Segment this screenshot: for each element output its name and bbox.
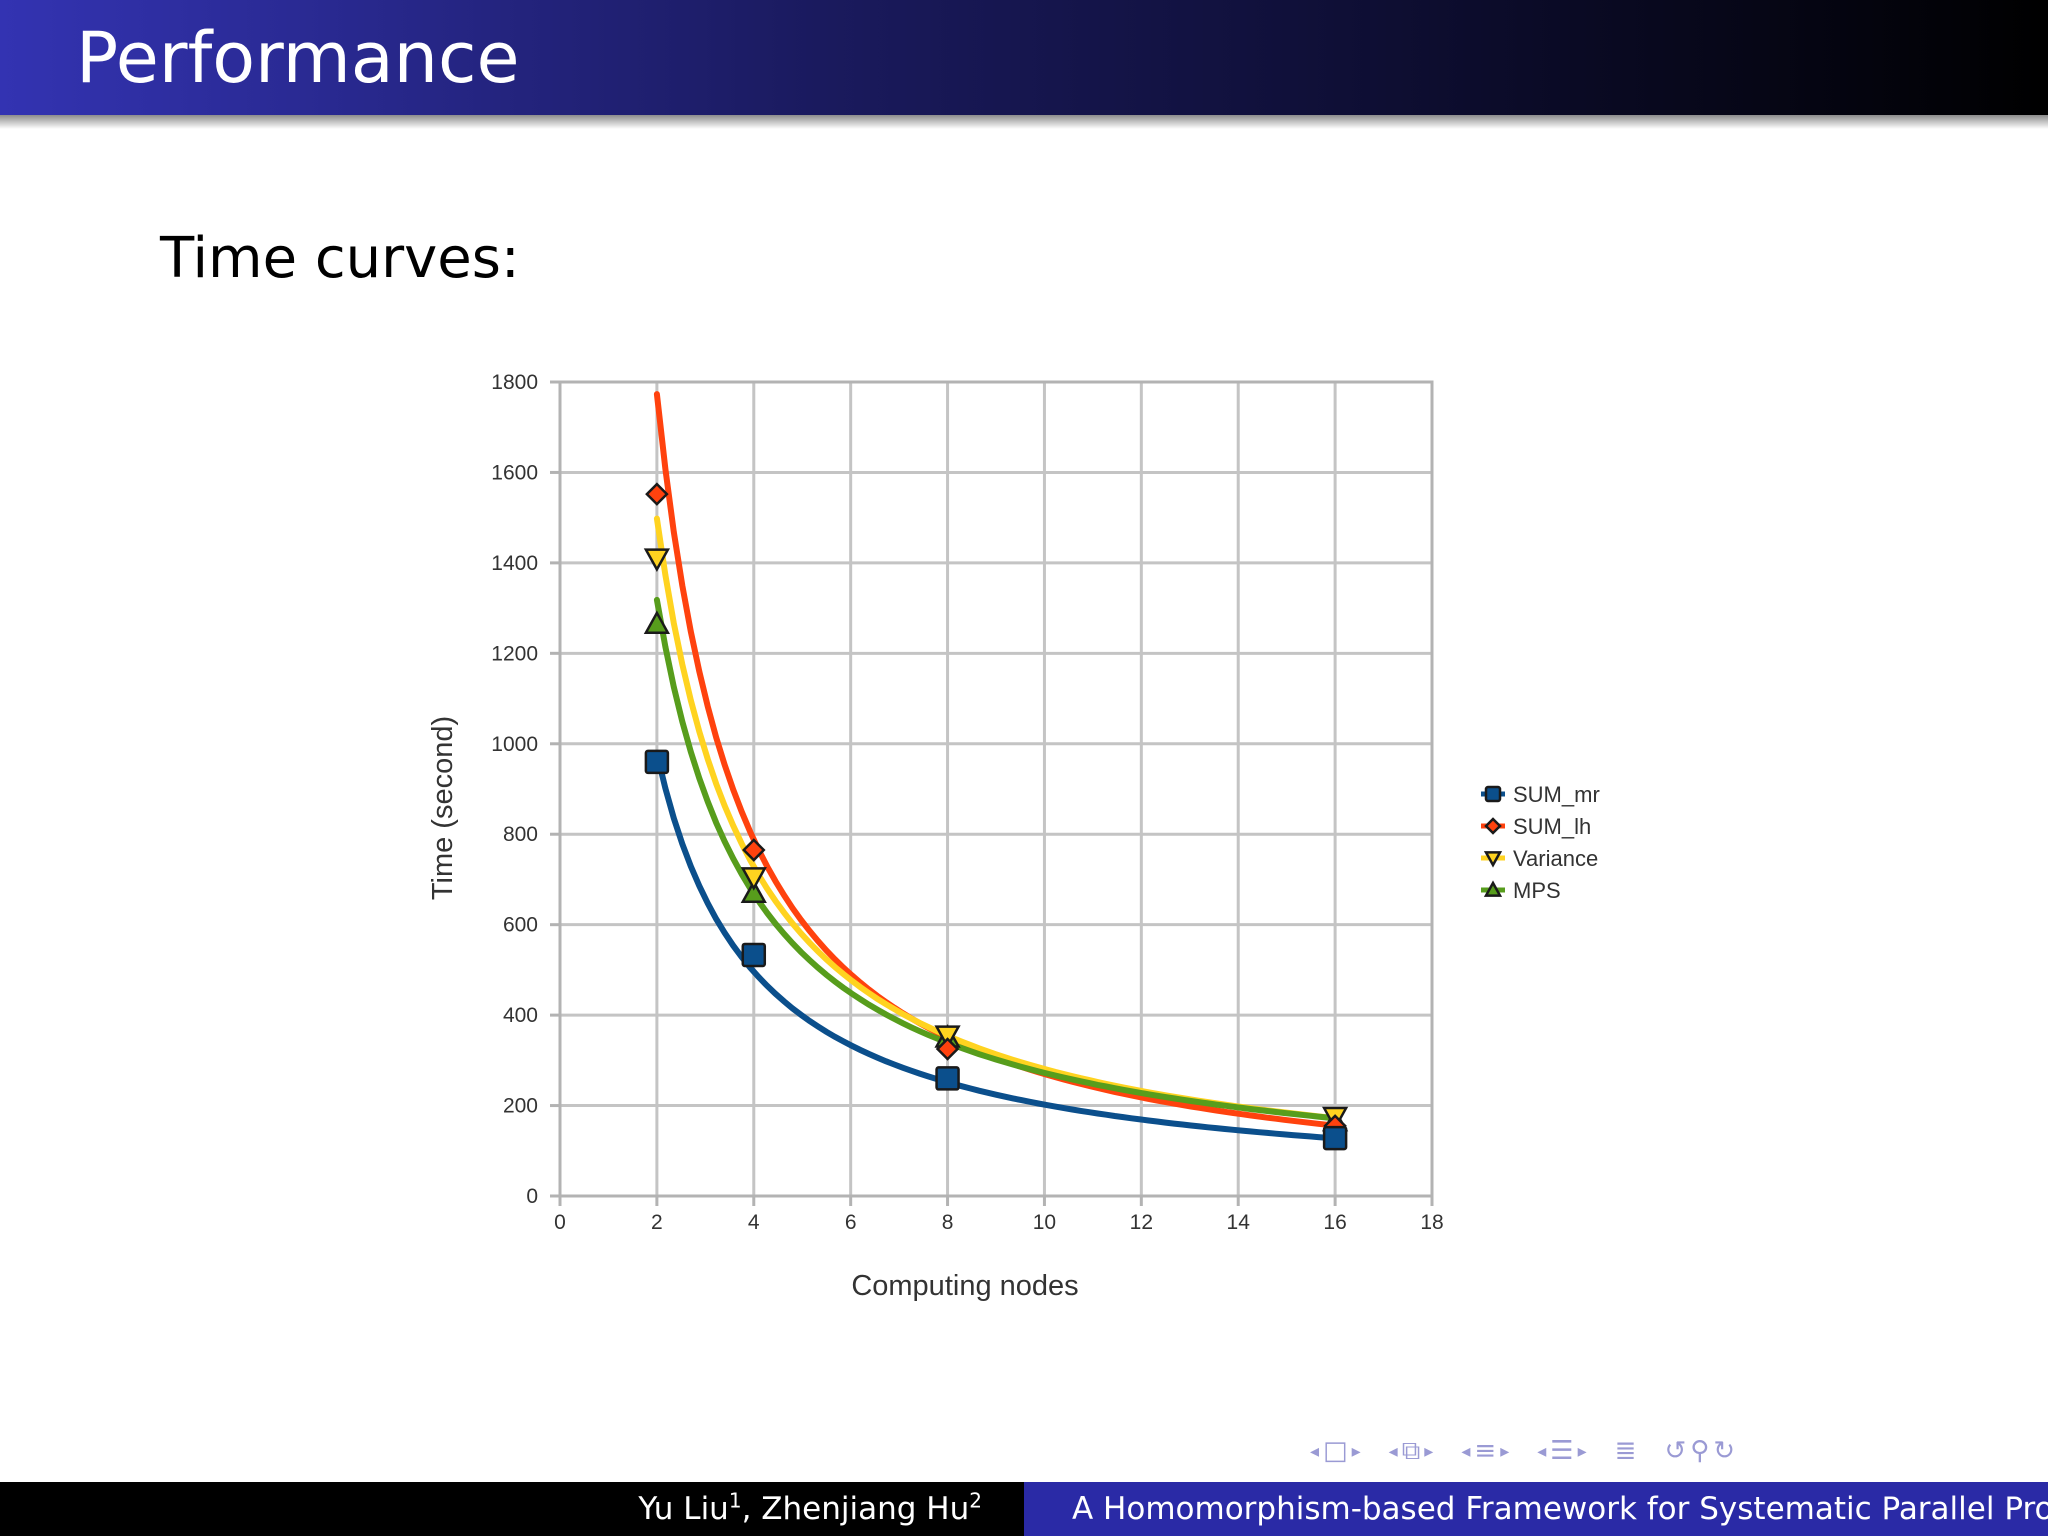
- data-point-mps: [740, 879, 767, 904]
- chart-legend[interactable]: SUM_mr SUM_lh Variance MPS: [1481, 782, 1600, 903]
- zoom-icon[interactable]: ⚲: [1690, 1436, 1710, 1466]
- x-tick-label: 10: [1033, 1211, 1056, 1234]
- chart-background: [400, 345, 1670, 1315]
- author-2: Zhenjiang Hu: [761, 1491, 970, 1527]
- author-1: Yu Liu: [638, 1491, 729, 1527]
- x-tick-label: 16: [1323, 1211, 1346, 1234]
- y-axis-label: Time (second): [427, 716, 459, 900]
- align-icon[interactable]: ≣: [1614, 1436, 1637, 1466]
- legend-marker: [1483, 880, 1503, 897]
- legend-marker: [1484, 817, 1502, 835]
- search-nav: ↺ ⚲ ↻: [1664, 1436, 1735, 1466]
- title-bar: [0, 0, 2048, 115]
- left-arrow-icon[interactable]: ◂: [1310, 1440, 1320, 1462]
- y-tick-label: 600: [503, 914, 538, 937]
- x-tick-label: 18: [1420, 1211, 1443, 1234]
- data-point-variance: [934, 1025, 961, 1050]
- subsection-icon[interactable]: ⧉: [1401, 1435, 1421, 1466]
- align-nav: ≣: [1615, 1436, 1637, 1466]
- y-tick-label: 800: [503, 823, 538, 846]
- legend-label: SUM_mr: [1513, 782, 1600, 807]
- frame-nav: ◂ □ ▸: [1310, 1436, 1361, 1466]
- x-tick-label: 0: [554, 1211, 566, 1234]
- author-2-affiliation: 2: [969, 1488, 982, 1513]
- section-nav: ◂ ≡ ▸: [1461, 1436, 1509, 1466]
- x-tick-label: 2: [651, 1211, 663, 1234]
- legend-label: Variance: [1513, 846, 1598, 871]
- y-tick-label: 200: [503, 1095, 538, 1118]
- left-arrow-icon[interactable]: ◂: [1537, 1440, 1547, 1462]
- data-point-variance: [643, 548, 671, 572]
- legend-label: SUM_lh: [1513, 814, 1591, 839]
- legend-label: MPS: [1513, 878, 1561, 903]
- subsection-nav: ◂ ⧉ ▸: [1389, 1436, 1434, 1467]
- footer-talk-title: A Homomorphism-based Framework for Syste…: [1024, 1482, 2048, 1536]
- y-tick-label: 1400: [491, 552, 538, 575]
- x-tick-label: 12: [1130, 1211, 1153, 1234]
- data-point-mps: [643, 610, 671, 634]
- title-bar-shadow: [0, 115, 2048, 129]
- right-arrow-icon[interactable]: ▸: [1424, 1440, 1434, 1462]
- data-point-sum-lh: [935, 1037, 960, 1061]
- author-1-affiliation: 1: [728, 1488, 742, 1513]
- frame-icon[interactable]: □: [1323, 1436, 1348, 1466]
- trend-line-sum-mr: [653, 750, 1339, 1142]
- right-arrow-icon[interactable]: ▸: [1577, 1440, 1587, 1462]
- y-tick-label: 0: [526, 1185, 538, 1208]
- y-tick-label: 1000: [491, 733, 538, 756]
- data-point-sum-lh: [742, 838, 766, 862]
- data-point-sum-mr: [935, 1066, 960, 1091]
- forward-icon[interactable]: ↻: [1713, 1436, 1736, 1466]
- footer-authors: Yu Liu1, Zhenjiang Hu2: [0, 1482, 1024, 1536]
- x-tick-label: 8: [942, 1211, 954, 1234]
- y-tick-label: 400: [503, 1004, 538, 1027]
- page-title: Performance: [76, 17, 520, 99]
- document-icon[interactable]: ☰: [1550, 1436, 1574, 1466]
- section-icon[interactable]: ≡: [1474, 1436, 1497, 1466]
- author-separator: ,: [741, 1491, 762, 1527]
- data-point-sum-mr: [1322, 1125, 1348, 1151]
- data-point-sum-mr: [644, 749, 670, 775]
- legend-marker: [1483, 851, 1503, 868]
- back-icon[interactable]: ↺: [1664, 1436, 1687, 1466]
- x-axis-label: Computing nodes: [851, 1270, 1078, 1302]
- data-point-sum-mr: [741, 942, 767, 968]
- y-tick-label: 1200: [491, 642, 538, 665]
- y-tick-label: 1600: [491, 461, 538, 484]
- x-tick-label: 6: [845, 1211, 857, 1234]
- grid-layer: [558, 380, 1434, 1198]
- slide-subtitle: Time curves:: [160, 226, 520, 291]
- y-tick-label: 1800: [491, 371, 538, 394]
- trend-line-mps: [653, 596, 1339, 1122]
- trend-layer: [653, 391, 1339, 1142]
- plot-border: [558, 380, 1434, 1198]
- data-point-variance: [740, 867, 767, 891]
- left-arrow-icon[interactable]: ◂: [1388, 1440, 1398, 1462]
- legend-marker: [1484, 785, 1502, 803]
- x-tick-label: 4: [748, 1211, 760, 1234]
- x-tick-label: 14: [1227, 1211, 1251, 1234]
- time-curves-chart: 0 2 4 6 8 10 12 14 16 18 0 200 400 600 800 1000 1200 1400…: [400, 345, 1670, 1315]
- right-arrow-icon[interactable]: ▸: [1500, 1440, 1510, 1462]
- data-point-sum-lh: [645, 482, 669, 506]
- left-arrow-icon[interactable]: ◂: [1461, 1440, 1471, 1462]
- footer: Yu Liu1, Zhenjiang Hu2 A Homomorphism-ba…: [0, 1482, 2048, 1536]
- document-nav: ◂ ☰ ▸: [1537, 1436, 1586, 1466]
- right-arrow-icon[interactable]: ▸: [1351, 1440, 1361, 1462]
- beamer-navigation: ◂ □ ▸ ◂ ⧉ ▸ ◂ ≡ ▸ ◂ ☰ ▸ ≣ ↺ ⚲ ↻: [1310, 1434, 2038, 1468]
- axis-layer: 0 2 4 6 8 10 12 14 16 18 0 200 400 600 800 1000 1200 1400…: [491, 371, 1443, 1234]
- point-layer: [643, 482, 1349, 1151]
